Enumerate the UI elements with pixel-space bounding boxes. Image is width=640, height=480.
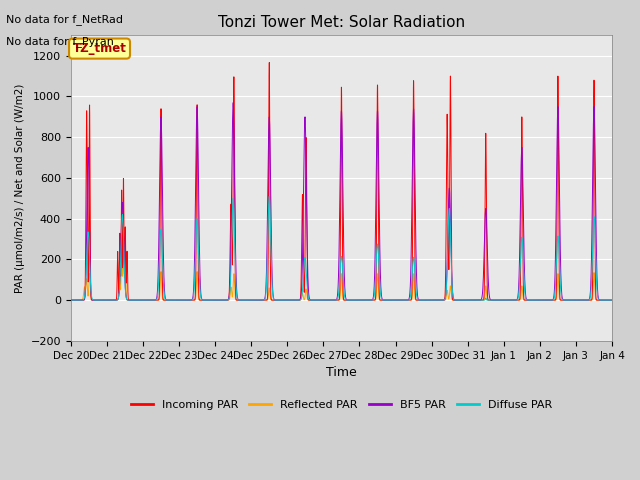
Y-axis label: PAR (μmol/m2/s) / Net and Solar (W/m2): PAR (μmol/m2/s) / Net and Solar (W/m2) <box>15 84 25 293</box>
Title: Tonzi Tower Met: Solar Radiation: Tonzi Tower Met: Solar Radiation <box>218 15 465 30</box>
X-axis label: Time: Time <box>326 366 356 379</box>
Text: No data for f_NetRad: No data for f_NetRad <box>6 14 124 25</box>
Text: No data for f_Pyran: No data for f_Pyran <box>6 36 115 47</box>
Text: TZ_tmet: TZ_tmet <box>72 42 127 55</box>
Legend: Incoming PAR, Reflected PAR, BF5 PAR, Diffuse PAR: Incoming PAR, Reflected PAR, BF5 PAR, Di… <box>126 396 557 415</box>
